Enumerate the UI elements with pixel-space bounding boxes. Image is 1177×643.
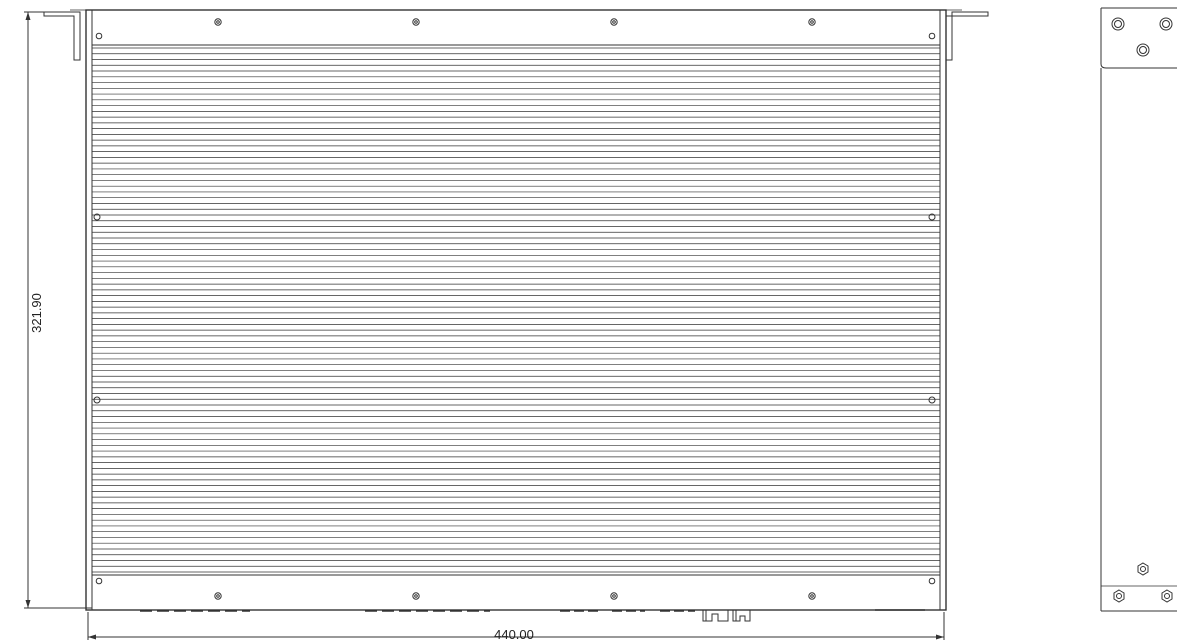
hex-nut-icon — [1161, 589, 1173, 603]
mount-hole-icon — [1162, 20, 1170, 28]
front-connectors — [140, 609, 925, 612]
side-mount-plate — [1100, 8, 1177, 69]
heatsink-fins — [92, 47, 940, 573]
side-mount-holes — [1111, 17, 1173, 57]
screw-icon — [808, 18, 816, 26]
screw-icon — [810, 594, 814, 598]
screw-icon — [610, 18, 618, 26]
screw-icon — [810, 20, 814, 24]
heatsink-panel — [91, 44, 941, 576]
mount-hole-icon — [1139, 46, 1147, 54]
screw-icon — [412, 18, 420, 26]
screw-icon — [95, 577, 103, 585]
screw-icon — [610, 592, 618, 600]
screw-icon — [95, 32, 103, 40]
enclosure-outline — [85, 9, 947, 611]
hex-nut-icon — [1137, 562, 1149, 576]
terminal-block — [702, 610, 751, 622]
height-arrow-bottom — [25, 600, 31, 608]
height-dimension-label: 321.90 — [29, 293, 44, 333]
screw-icon — [216, 20, 220, 24]
top-view — [43, 9, 989, 622]
screw-icon — [214, 18, 222, 26]
screw-icon — [414, 594, 418, 598]
width-dimension-label: 440.00 — [494, 627, 534, 642]
side-screws — [93, 213, 936, 404]
hex-nut-icon — [1116, 593, 1122, 599]
mount-hole-icon — [1159, 17, 1173, 31]
screw-icon — [93, 213, 101, 221]
screw-icon — [612, 594, 616, 598]
mount-hole-icon — [1111, 17, 1125, 31]
width-arrow-right — [936, 634, 944, 640]
screw-icon — [928, 32, 936, 40]
hex-nut-icon — [1164, 593, 1170, 599]
bottom-screw-row — [95, 577, 936, 600]
screw-icon — [216, 594, 220, 598]
screw-icon — [93, 396, 101, 404]
side-bottom-nuts — [1113, 562, 1173, 603]
mount-hole-icon — [1136, 43, 1150, 57]
screw-icon — [612, 20, 616, 24]
height-arrow-top — [25, 12, 31, 20]
screw-icon — [414, 20, 418, 24]
mount-hole-icon — [1114, 20, 1122, 28]
right-mounting-bracket — [945, 11, 989, 61]
screw-icon — [928, 213, 936, 221]
hex-nut-icon — [1113, 589, 1125, 603]
top-screw-row — [95, 18, 936, 40]
left-mounting-bracket — [43, 11, 81, 61]
hex-nut-icon — [1140, 566, 1146, 572]
screw-icon — [412, 592, 420, 600]
width-dimension — [87, 612, 945, 640]
screw-icon — [808, 592, 816, 600]
side-view — [1100, 7, 1177, 612]
screw-icon — [214, 592, 222, 600]
screw-icon — [928, 396, 936, 404]
width-arrow-left — [88, 634, 96, 640]
screw-icon — [928, 577, 936, 585]
